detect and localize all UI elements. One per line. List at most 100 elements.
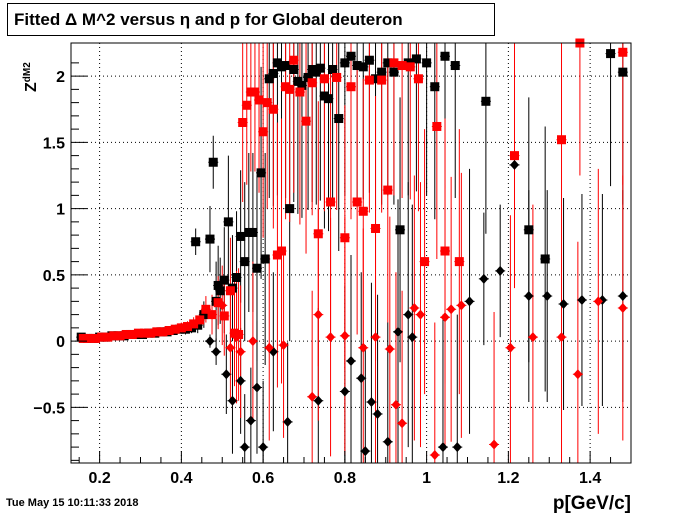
red-diamond-marker xyxy=(430,450,440,461)
plot-frame xyxy=(70,42,632,464)
red-square-marker xyxy=(207,310,217,320)
black-square-marker xyxy=(371,74,381,84)
black-diamond-marker xyxy=(221,369,231,380)
red-square-marker xyxy=(289,55,299,65)
red-square-marker xyxy=(109,331,119,341)
red-square-marker xyxy=(268,104,278,114)
red-square-marker xyxy=(164,326,174,336)
black-square-marker xyxy=(524,225,534,235)
red-square-marker xyxy=(454,257,464,267)
red-diamond-marker xyxy=(326,332,336,343)
black-square-marker xyxy=(364,55,374,65)
black-square-marker xyxy=(395,225,405,235)
black-square-marker xyxy=(205,234,215,244)
red-square-marker xyxy=(383,185,393,195)
black-diamond-marker xyxy=(577,295,587,306)
black-square-marker xyxy=(430,82,440,92)
black-square-marker xyxy=(618,67,628,77)
red-square-marker xyxy=(307,78,317,88)
black-diamond-marker xyxy=(618,291,628,302)
black-diamond-marker xyxy=(240,442,250,453)
red-square-marker xyxy=(332,72,342,82)
black-diamond-marker xyxy=(383,436,393,447)
black-square-marker xyxy=(208,157,218,167)
black-diamond-marker xyxy=(283,416,293,427)
red-diamond-marker xyxy=(307,391,317,402)
x-tick-labels: 0.2 0.4 0.6 0.8 1 1.2 1.4 xyxy=(88,470,601,487)
red-diamond-marker xyxy=(232,332,242,343)
red-square-marker xyxy=(420,257,430,267)
red-square-marker xyxy=(195,315,205,325)
red-square-marker xyxy=(389,58,399,68)
black-diamond-marker xyxy=(227,395,237,406)
red-square-marker xyxy=(301,116,311,126)
black-diamond-marker xyxy=(510,159,520,170)
black-square-marker xyxy=(232,273,242,283)
black-square-marker xyxy=(422,58,432,68)
black-diamond-marker xyxy=(313,395,323,406)
red-square-marker xyxy=(258,127,268,137)
red-square-marker xyxy=(432,121,442,131)
black-diamond-marker xyxy=(356,373,366,384)
timestamp: Tue May 15 10:11:33 2018 xyxy=(6,497,139,509)
black-diamond-marker xyxy=(403,309,413,320)
x-tick-label: 1.4 xyxy=(579,470,601,487)
black-square-marker xyxy=(411,54,421,64)
red-square-marker xyxy=(557,135,567,145)
red-diamond-marker xyxy=(489,439,499,450)
red-square-marker xyxy=(115,331,125,341)
red-square-marker xyxy=(219,311,229,321)
x-axis-label: p[GeV/c] xyxy=(553,493,631,514)
black-square-marker xyxy=(324,94,334,104)
red-square-marker xyxy=(158,327,168,337)
black-square-marker xyxy=(389,67,399,77)
chart-title: Fitted Δ M^2 versus η and p for Global d… xyxy=(14,9,403,29)
red-diamond-marker xyxy=(415,309,425,320)
red-square-marker xyxy=(250,87,260,97)
svg-text:ZdM2: ZdM2 xyxy=(22,62,40,92)
x-tick-label: 1.2 xyxy=(497,470,519,487)
red-diamond-marker xyxy=(264,342,274,353)
red-diamond-marker xyxy=(385,344,395,355)
red-square-marker xyxy=(140,328,150,338)
black-square-marker xyxy=(191,237,201,247)
red-diamond-marker xyxy=(225,342,235,353)
red-square-marker xyxy=(377,75,387,85)
black-diamond-marker xyxy=(205,336,215,347)
black-diamond-marker xyxy=(373,408,383,419)
black-diamond-marker xyxy=(542,291,552,302)
black-square-marker xyxy=(297,80,307,90)
x-tick-label: 0.8 xyxy=(334,470,356,487)
red-diamond-marker xyxy=(456,300,466,311)
black-square-marker xyxy=(215,286,225,296)
black-square-marker xyxy=(346,51,356,61)
red-square-marker xyxy=(397,61,407,71)
red-square-marker xyxy=(358,206,368,216)
red-square-marker xyxy=(254,95,264,105)
black-square-marker xyxy=(481,96,491,106)
x-tick-label: 1 xyxy=(422,470,431,487)
red-square-marker xyxy=(97,332,107,342)
red-diamond-marker xyxy=(573,369,583,380)
black-square-marker xyxy=(252,263,262,273)
red-diamond-marker xyxy=(440,312,450,323)
black-square-marker xyxy=(540,254,550,264)
red-square-marker xyxy=(618,47,628,57)
y-axis-label-subscript: dM2 xyxy=(22,62,33,82)
red-square-marker xyxy=(189,319,199,329)
red-square-marker xyxy=(319,74,329,84)
black-square-marker xyxy=(260,254,270,264)
black-diamond-marker xyxy=(393,326,403,337)
black-square-marker xyxy=(289,64,299,74)
red-square-marker xyxy=(285,84,295,94)
black-square-marker xyxy=(223,217,233,227)
red-square-marker xyxy=(84,333,94,343)
black-square-marker xyxy=(315,63,325,73)
red-square-marker xyxy=(133,328,143,338)
y-tick-label: 1 xyxy=(56,202,65,219)
y-tick-label: 1.5 xyxy=(43,135,65,152)
red-diamond-marker xyxy=(505,342,515,353)
red-square-marker xyxy=(295,87,305,97)
black-square-marker xyxy=(268,68,278,78)
black-diamond-marker xyxy=(366,397,376,408)
